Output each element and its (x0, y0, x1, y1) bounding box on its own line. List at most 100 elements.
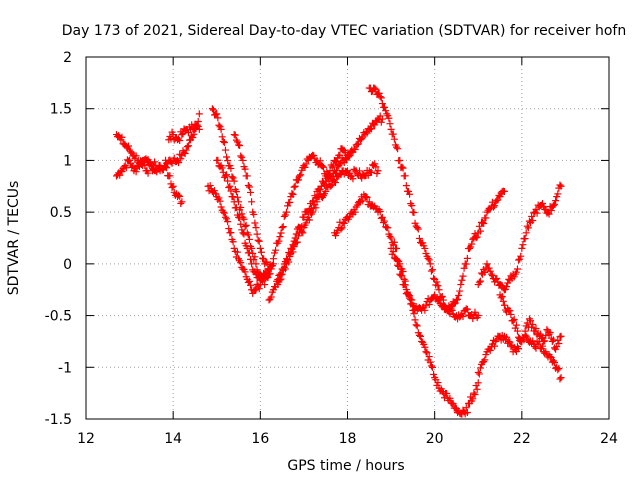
data-point (239, 156, 247, 164)
data-point (280, 263, 288, 271)
data-point (389, 130, 397, 138)
data-point (512, 268, 520, 276)
data-point (552, 197, 560, 205)
data-point (378, 100, 386, 108)
data-point (238, 210, 246, 218)
data-point (223, 171, 231, 179)
data-point (556, 375, 564, 383)
data-point (220, 139, 228, 147)
y-tick-label: 2 (63, 50, 72, 66)
data-point (248, 198, 256, 206)
data-point (214, 114, 222, 122)
data-point (282, 208, 290, 216)
data-point (227, 164, 235, 172)
data-point (294, 176, 302, 184)
data-point (426, 358, 434, 366)
data-point (471, 391, 479, 399)
data-point (446, 394, 454, 402)
data-point (377, 94, 385, 102)
data-point (223, 153, 231, 161)
data-point (496, 193, 504, 201)
series-arc-7 (213, 156, 269, 285)
data-point (256, 244, 264, 252)
data-point (349, 175, 357, 183)
data-point (474, 379, 482, 387)
series-arc-9 (261, 145, 356, 289)
data-point (266, 270, 274, 278)
data-point (278, 270, 286, 278)
data-point (290, 243, 298, 251)
data-point (241, 165, 249, 173)
data-point (372, 85, 380, 93)
data-point (284, 202, 292, 210)
data-point (252, 224, 260, 232)
data-point (459, 272, 467, 280)
data-point (169, 182, 177, 190)
data-point (218, 133, 226, 141)
data-point (454, 295, 462, 303)
data-point (227, 187, 235, 195)
data-point (363, 194, 371, 202)
data-point (220, 209, 228, 217)
data-point (406, 294, 414, 302)
data-point (215, 121, 223, 129)
data-point (469, 395, 477, 403)
data-point (468, 240, 476, 248)
data-point (301, 163, 309, 171)
data-point (309, 208, 317, 216)
data-point (233, 193, 241, 201)
data-point (470, 389, 478, 397)
data-point (485, 264, 493, 272)
data-point (503, 283, 511, 291)
data-point (127, 148, 135, 156)
data-point (247, 281, 255, 289)
data-point (549, 357, 557, 365)
data-point (385, 114, 393, 122)
data-point (481, 356, 489, 364)
data-point (375, 89, 383, 97)
data-point (394, 261, 402, 269)
data-point (264, 274, 272, 282)
data-point (162, 163, 170, 171)
data-point (476, 227, 484, 235)
data-point (475, 370, 483, 378)
data-point (556, 181, 564, 189)
data-point (376, 93, 384, 101)
data-point (542, 331, 550, 339)
data-point (245, 249, 253, 257)
data-point (423, 349, 431, 357)
data-point (421, 343, 429, 351)
data-point (519, 241, 527, 249)
data-point (427, 362, 435, 370)
data-point (529, 216, 537, 224)
data-point (390, 238, 398, 246)
data-point (403, 290, 411, 298)
x-axis-label: GPS time / hours (287, 458, 404, 474)
data-point (546, 329, 554, 337)
data-point (255, 237, 263, 245)
data-point (451, 404, 459, 412)
data-point (370, 120, 378, 128)
data-point (460, 264, 468, 272)
data-point (549, 202, 557, 210)
data-point (255, 285, 263, 293)
data-point (193, 121, 201, 129)
data-point (517, 252, 525, 260)
data-point (515, 345, 523, 353)
data-point (289, 191, 297, 199)
data-point (389, 248, 397, 256)
data-point (176, 137, 184, 145)
data-point (554, 366, 562, 374)
data-point (513, 327, 521, 335)
data-point (116, 171, 124, 179)
data-point (247, 255, 255, 263)
data-point (378, 213, 386, 221)
data-point (237, 259, 245, 267)
data-point (545, 210, 553, 218)
data-point (469, 235, 477, 243)
data-point (251, 253, 259, 261)
data-point (408, 202, 416, 210)
data-point (263, 259, 271, 267)
data-point (394, 145, 402, 153)
data-point (182, 146, 190, 154)
